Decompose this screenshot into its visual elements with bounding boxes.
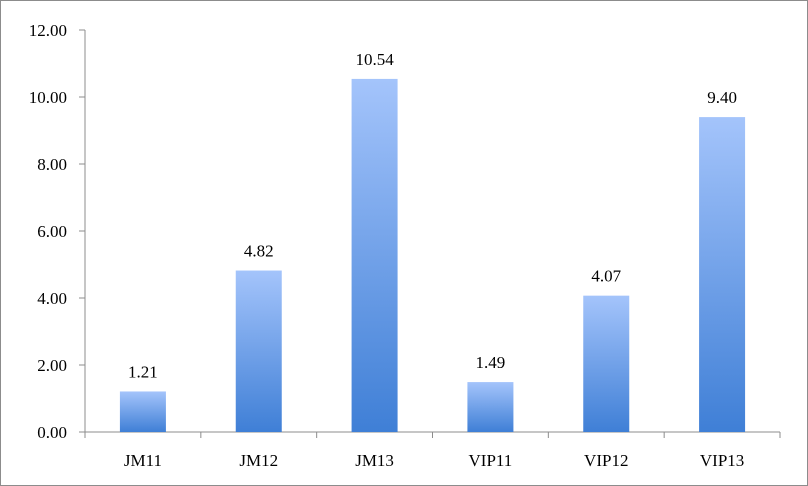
y-tick-label: 0.00 (37, 423, 67, 442)
chart-axes: 0.00 2.00 4.00 6.00 8.00 10.00 12.00 (29, 21, 781, 442)
bar-value-label: 4.82 (244, 242, 274, 261)
y-tick-label: 2.00 (37, 356, 67, 375)
y-tick-label: 10.00 (29, 88, 67, 107)
bar (235, 270, 282, 432)
x-tick-label: JM11 (124, 451, 162, 470)
y-tick-label: 12.00 (29, 21, 67, 40)
bar-value-label: 10.54 (355, 50, 394, 69)
data-labels: 1.21 JM11 4.82 JM12 10.54 JM13 1.49 VIP11 4.07 VI… (124, 50, 744, 470)
x-tick-label: JM13 (355, 451, 394, 470)
x-tick-label: VIP12 (584, 451, 628, 470)
bar (467, 382, 514, 432)
x-tick-label: JM12 (239, 451, 278, 470)
bar-value-label: 1.49 (476, 353, 506, 372)
bar (351, 78, 398, 432)
x-tick-label: VIP13 (700, 451, 744, 470)
bar-value-label: 9.40 (707, 88, 737, 107)
bar (119, 391, 166, 432)
bar-series (119, 78, 746, 432)
bar-value-label: 1.21 (128, 362, 158, 381)
bar (583, 295, 630, 432)
y-tick-label: 4.00 (37, 289, 67, 308)
y-tick-label: 6.00 (37, 222, 67, 241)
bar-value-label: 4.07 (591, 267, 621, 286)
y-tick-label: 8.00 (37, 155, 67, 174)
x-tick-label: VIP11 (469, 451, 513, 470)
bar (699, 117, 746, 432)
